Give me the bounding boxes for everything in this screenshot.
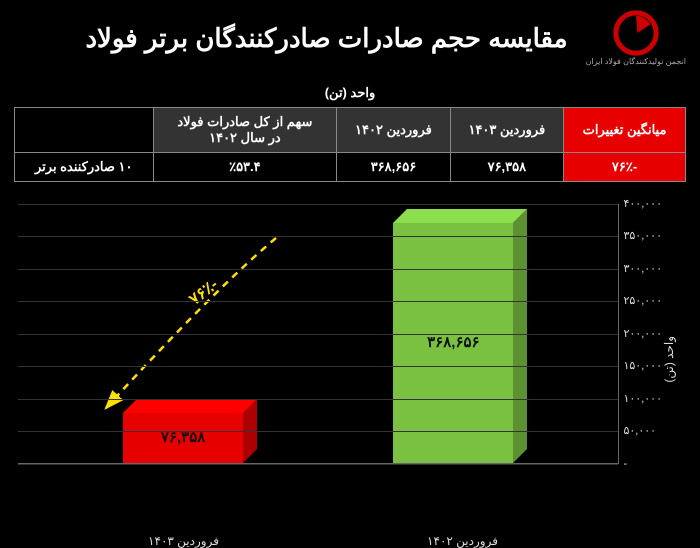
cell-1402: ۳۶۸,۶۵۶ bbox=[337, 152, 450, 181]
x-axis-ticks: فروردین ۱۴۰۲ فروردین ۱۴۰۳ bbox=[14, 524, 632, 548]
grid-line bbox=[18, 236, 618, 237]
x-tick: فروردین ۱۴۰۳ bbox=[114, 534, 254, 548]
table-header-row: میانگین تغییرات فروردین ۱۴۰۳ فروردین ۱۴۰… bbox=[15, 107, 686, 152]
bar-value-label: ۳۶۸,۶۵۶ bbox=[393, 333, 513, 351]
bar: ۷۶,۳۵۸ bbox=[123, 413, 243, 463]
chart: واحد (تن) ۴۰۰,۰۰۰۳۵۰,۰۰۰۳۰۰,۰۰۰۲۵۰,۰۰۰۲۰… bbox=[18, 200, 682, 520]
grid-line bbox=[18, 399, 618, 400]
bar: ۳۶۸,۶۵۶ bbox=[393, 223, 513, 463]
header: انجمن تولیدکنندگان فولاد ایران مقایسه حج… bbox=[14, 10, 686, 67]
y-axis-ticks: ۴۰۰,۰۰۰۳۵۰,۰۰۰۳۰۰,۰۰۰۲۵۰,۰۰۰۲۰۰,۰۰۰۱۵۰,۰… bbox=[619, 204, 662, 464]
col-share: سهم از کل صادرات فولاد در سال ۱۴۰۲ bbox=[153, 107, 337, 152]
plot-area: ۳۶۸,۶۵۶۷۶,۳۵۸ -۷۶٪ bbox=[18, 204, 619, 464]
table-row: -۷۶٪ ۷۶,۳۵۸ ۳۶۸,۶۵۶ ٪۵۳.۴ ۱۰ صادرکننده ب… bbox=[15, 152, 686, 181]
cell-1403: ۷۶,۳۵۸ bbox=[450, 152, 563, 181]
col-1402: فروردین ۱۴۰۲ bbox=[337, 107, 450, 152]
data-table: میانگین تغییرات فروردین ۱۴۰۳ فروردین ۱۴۰… bbox=[14, 107, 686, 182]
grid-line bbox=[18, 204, 618, 205]
cell-change: -۷۶٪ bbox=[564, 152, 686, 181]
logo-text: انجمن تولیدکنندگان فولاد ایران bbox=[586, 58, 686, 67]
logo: انجمن تولیدکنندگان فولاد ایران bbox=[586, 10, 686, 67]
cell-rowlabel: ۱۰ صادرکننده برتر bbox=[15, 152, 154, 181]
y-axis-label: واحد (تن) bbox=[662, 336, 676, 383]
grid-line bbox=[18, 366, 618, 367]
page-title: مقایسه حجم صادرات صادرکنندگان برتر فولاد bbox=[14, 23, 568, 54]
grid-line bbox=[18, 334, 618, 335]
cell-share: ٪۵۳.۴ bbox=[153, 152, 337, 181]
col-change: میانگین تغییرات bbox=[564, 107, 686, 152]
grid-line bbox=[18, 464, 618, 465]
page: انجمن تولیدکنندگان فولاد ایران مقایسه حج… bbox=[0, 0, 700, 515]
grid-line bbox=[18, 301, 618, 302]
col-rowlabel bbox=[15, 107, 154, 152]
unit-label: واحد (تن) bbox=[14, 85, 686, 101]
grid-line bbox=[18, 269, 618, 270]
grid-line bbox=[18, 431, 618, 432]
logo-icon bbox=[613, 10, 659, 56]
x-tick: فروردین ۱۴۰۲ bbox=[393, 534, 533, 548]
col-1403: فروردین ۱۴۰۳ bbox=[450, 107, 563, 152]
